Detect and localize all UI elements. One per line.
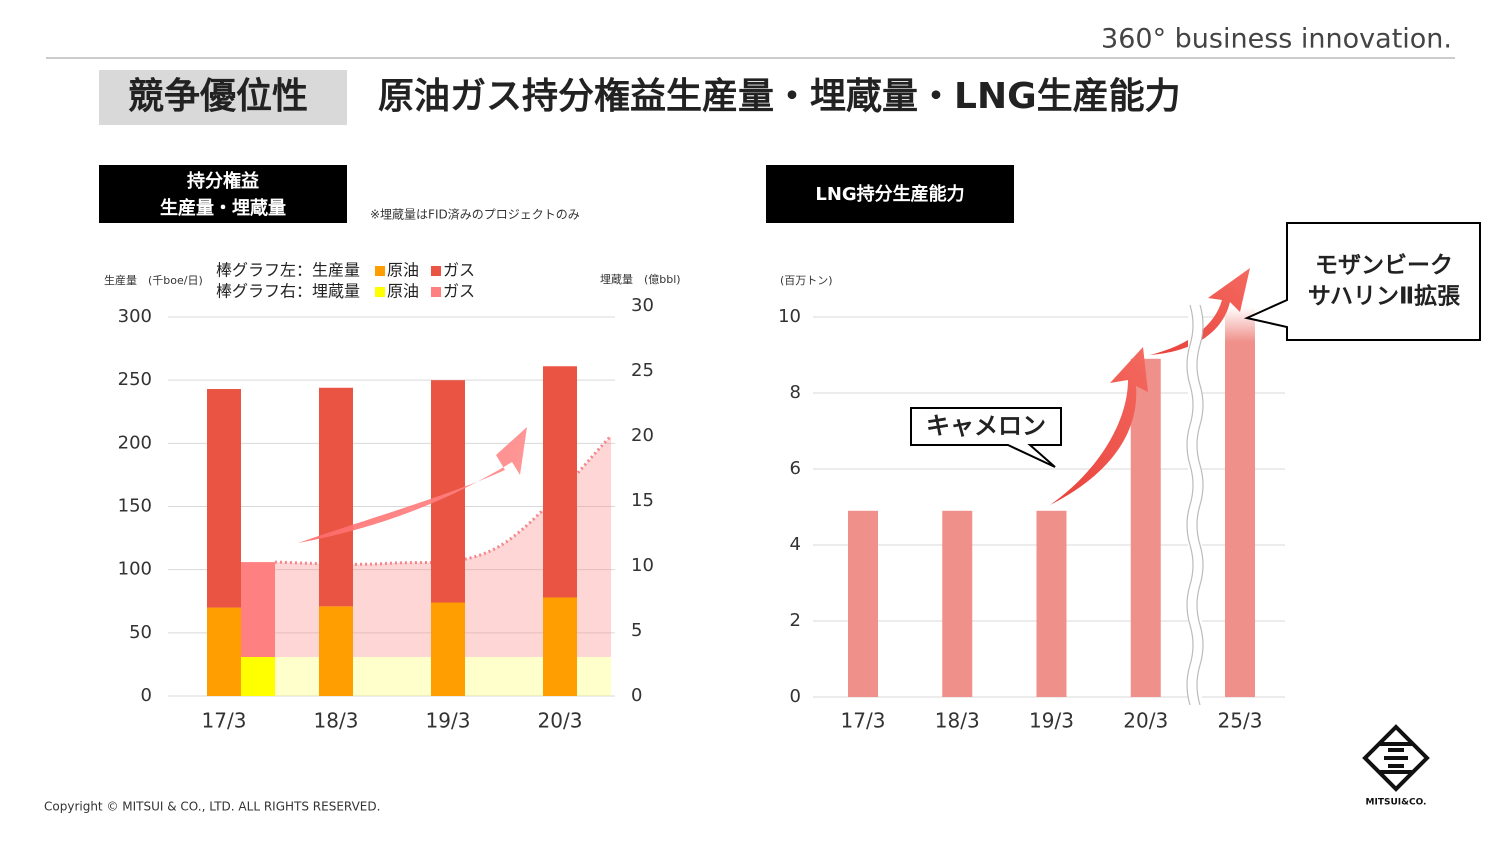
production-bar — [431, 602, 465, 696]
y2-tick-label: 15 — [631, 490, 654, 511]
logo-text: MITSUI&CO. — [1366, 798, 1427, 808]
heading: LNG持分生産能力 — [815, 183, 964, 205]
y2-tick-label: 0 — [631, 685, 642, 706]
growth-arrow — [1050, 347, 1148, 505]
callout-text: サハリンⅡ拡張 — [1308, 284, 1461, 310]
heading-box — [766, 165, 1014, 223]
x-tick-label: 17/3 — [841, 709, 886, 733]
legend-label: 棒グラフ左：生産量 — [216, 261, 360, 280]
y-tick-label: 100 — [118, 559, 152, 580]
legend-name: 原油 — [387, 261, 419, 280]
y2-tick-label: 25 — [631, 360, 654, 381]
legend-name: ガス — [443, 261, 475, 280]
y-tick-label: 8 — [790, 382, 801, 403]
y-tick-label: 300 — [118, 306, 152, 327]
x-tick-label: 19/3 — [426, 709, 471, 733]
x-tick-label: 18/3 — [314, 709, 359, 733]
y-tick-label: 250 — [118, 369, 152, 390]
x-tick-label: 17/3 — [202, 709, 247, 733]
logo-mark — [1362, 724, 1430, 792]
y-tick-label: 0 — [141, 685, 152, 706]
y-tick-label: 200 — [118, 432, 152, 453]
legend-swatch — [375, 287, 385, 297]
y-tick-label: 0 — [790, 686, 801, 707]
y2-tick-label: 20 — [631, 425, 654, 446]
legend-label: 棒グラフ右：埋蔵量 — [216, 282, 360, 301]
legend-swatch — [431, 266, 441, 276]
callout-text: モザンビーク — [1315, 253, 1453, 279]
y-tick-label: 4 — [790, 534, 801, 555]
legend-swatch — [431, 287, 441, 297]
tagline: 360° business innovation. — [1101, 24, 1452, 55]
y2-tick-label: 10 — [631, 555, 654, 576]
y-tick-label: 50 — [129, 622, 152, 643]
heading: 持分権益 — [187, 170, 259, 192]
production-bar — [543, 597, 577, 696]
production-bar — [319, 387, 353, 607]
reserve-bar — [241, 562, 275, 657]
x-tick-label: 20/3 — [1123, 709, 1168, 733]
production-bar — [431, 380, 465, 603]
badge-bg — [99, 70, 347, 125]
callout — [910, 407, 1062, 468]
bar — [942, 510, 973, 697]
y2-axis-label: 埋蔵量 (億bbl) — [600, 273, 681, 286]
legend-name: ガス — [443, 282, 475, 301]
bar — [1130, 358, 1161, 697]
copyright: Copyright © MITSUI & CO., LTD. ALL RIGHT… — [44, 800, 380, 814]
bar — [1225, 307, 1255, 697]
y-tick-label: 10 — [778, 306, 801, 327]
production-bar — [207, 389, 241, 608]
callout-text: キャメロン — [926, 412, 1046, 440]
production-bar — [319, 606, 353, 696]
y-tick-label: 2 — [790, 610, 801, 631]
y-axis-label: (百万トン) — [780, 274, 833, 287]
y-tick-label: 150 — [118, 496, 152, 517]
y2-tick-label: 5 — [631, 620, 642, 641]
y2-tick-label: 30 — [631, 295, 654, 316]
note: ※埋蔵量はFID済みのプロジェクトのみ — [370, 207, 580, 222]
x-tick-label: 19/3 — [1029, 709, 1074, 733]
production-bar — [207, 607, 241, 696]
production-bar — [543, 366, 577, 598]
reserve-area — [275, 436, 611, 657]
x-tick-label: 20/3 — [538, 709, 583, 733]
bar — [1036, 510, 1067, 697]
legend-name: 原油 — [387, 282, 419, 301]
callout — [1243, 222, 1481, 341]
legend-swatch — [375, 266, 385, 276]
heading: 生産量・埋蔵量 — [160, 197, 286, 219]
title: 原油ガス持分権益生産量・埋蔵量・LNG生産能力 — [378, 76, 1181, 117]
axis-break-bg — [1188, 305, 1202, 720]
x-tick-label: 18/3 — [935, 709, 980, 733]
badge: 競争優位性 — [128, 76, 308, 117]
bar — [848, 510, 878, 697]
reserve-bar — [241, 657, 275, 696]
heading-box — [99, 165, 347, 223]
growth-arrow — [1150, 268, 1250, 355]
axis-break — [1186, 304, 1204, 706]
x-tick-label: 25/3 — [1218, 709, 1263, 733]
y-tick-label: 6 — [790, 458, 801, 479]
y-axis-label: 生産量 (千boe/日) — [104, 273, 203, 287]
